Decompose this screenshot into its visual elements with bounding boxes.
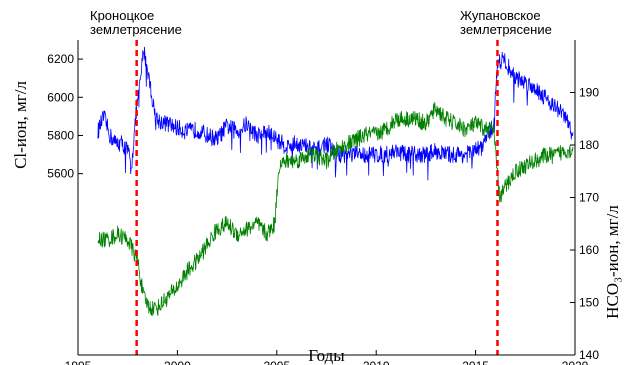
x-tick-label: 2000 — [164, 359, 191, 365]
x-axis-title: Годы — [308, 346, 345, 365]
series-line-1 — [97, 101, 574, 316]
event-label-1: землетрясение — [460, 22, 552, 37]
x-tick-label: 2010 — [363, 359, 390, 365]
y-left-tick-label: 6000 — [47, 90, 74, 104]
y-right-tick-label: 190 — [579, 86, 599, 100]
axes-layer: 1995 2000 2005 2010 2015 2020 5600 5800 6000 6200… — [47, 40, 599, 365]
y-right-tick-label: 160 — [579, 243, 599, 257]
y-left-tick-label: 6200 — [47, 52, 74, 66]
x-tick-label: 2005 — [263, 359, 290, 365]
x-tick-label: 2020 — [562, 359, 589, 365]
y-right-tick-label: 180 — [579, 138, 599, 152]
x-tick-label: 1995 — [65, 359, 92, 365]
y-right-tick-label: 170 — [579, 191, 599, 205]
x-tick-label: 2015 — [462, 359, 489, 365]
y-left-tick-label: 5600 — [47, 167, 74, 181]
event-label-0: землетрясение — [90, 22, 182, 37]
series-layer — [97, 46, 574, 316]
y-left-tick-label: 5800 — [47, 128, 74, 142]
series-line-0 — [97, 46, 574, 181]
y-axis-right-title: HCO₃-ион, мг/л — [603, 205, 622, 319]
events-layer — [135, 40, 499, 355]
y-right-tick-label: 150 — [579, 296, 599, 310]
y-axis-left-title: Cl-ион, мг/л — [11, 81, 30, 169]
y-right-tick-label: 140 — [579, 348, 599, 362]
event-label-0: Кроноцкое — [90, 8, 154, 23]
event-label-1: Жупановское — [460, 8, 541, 23]
